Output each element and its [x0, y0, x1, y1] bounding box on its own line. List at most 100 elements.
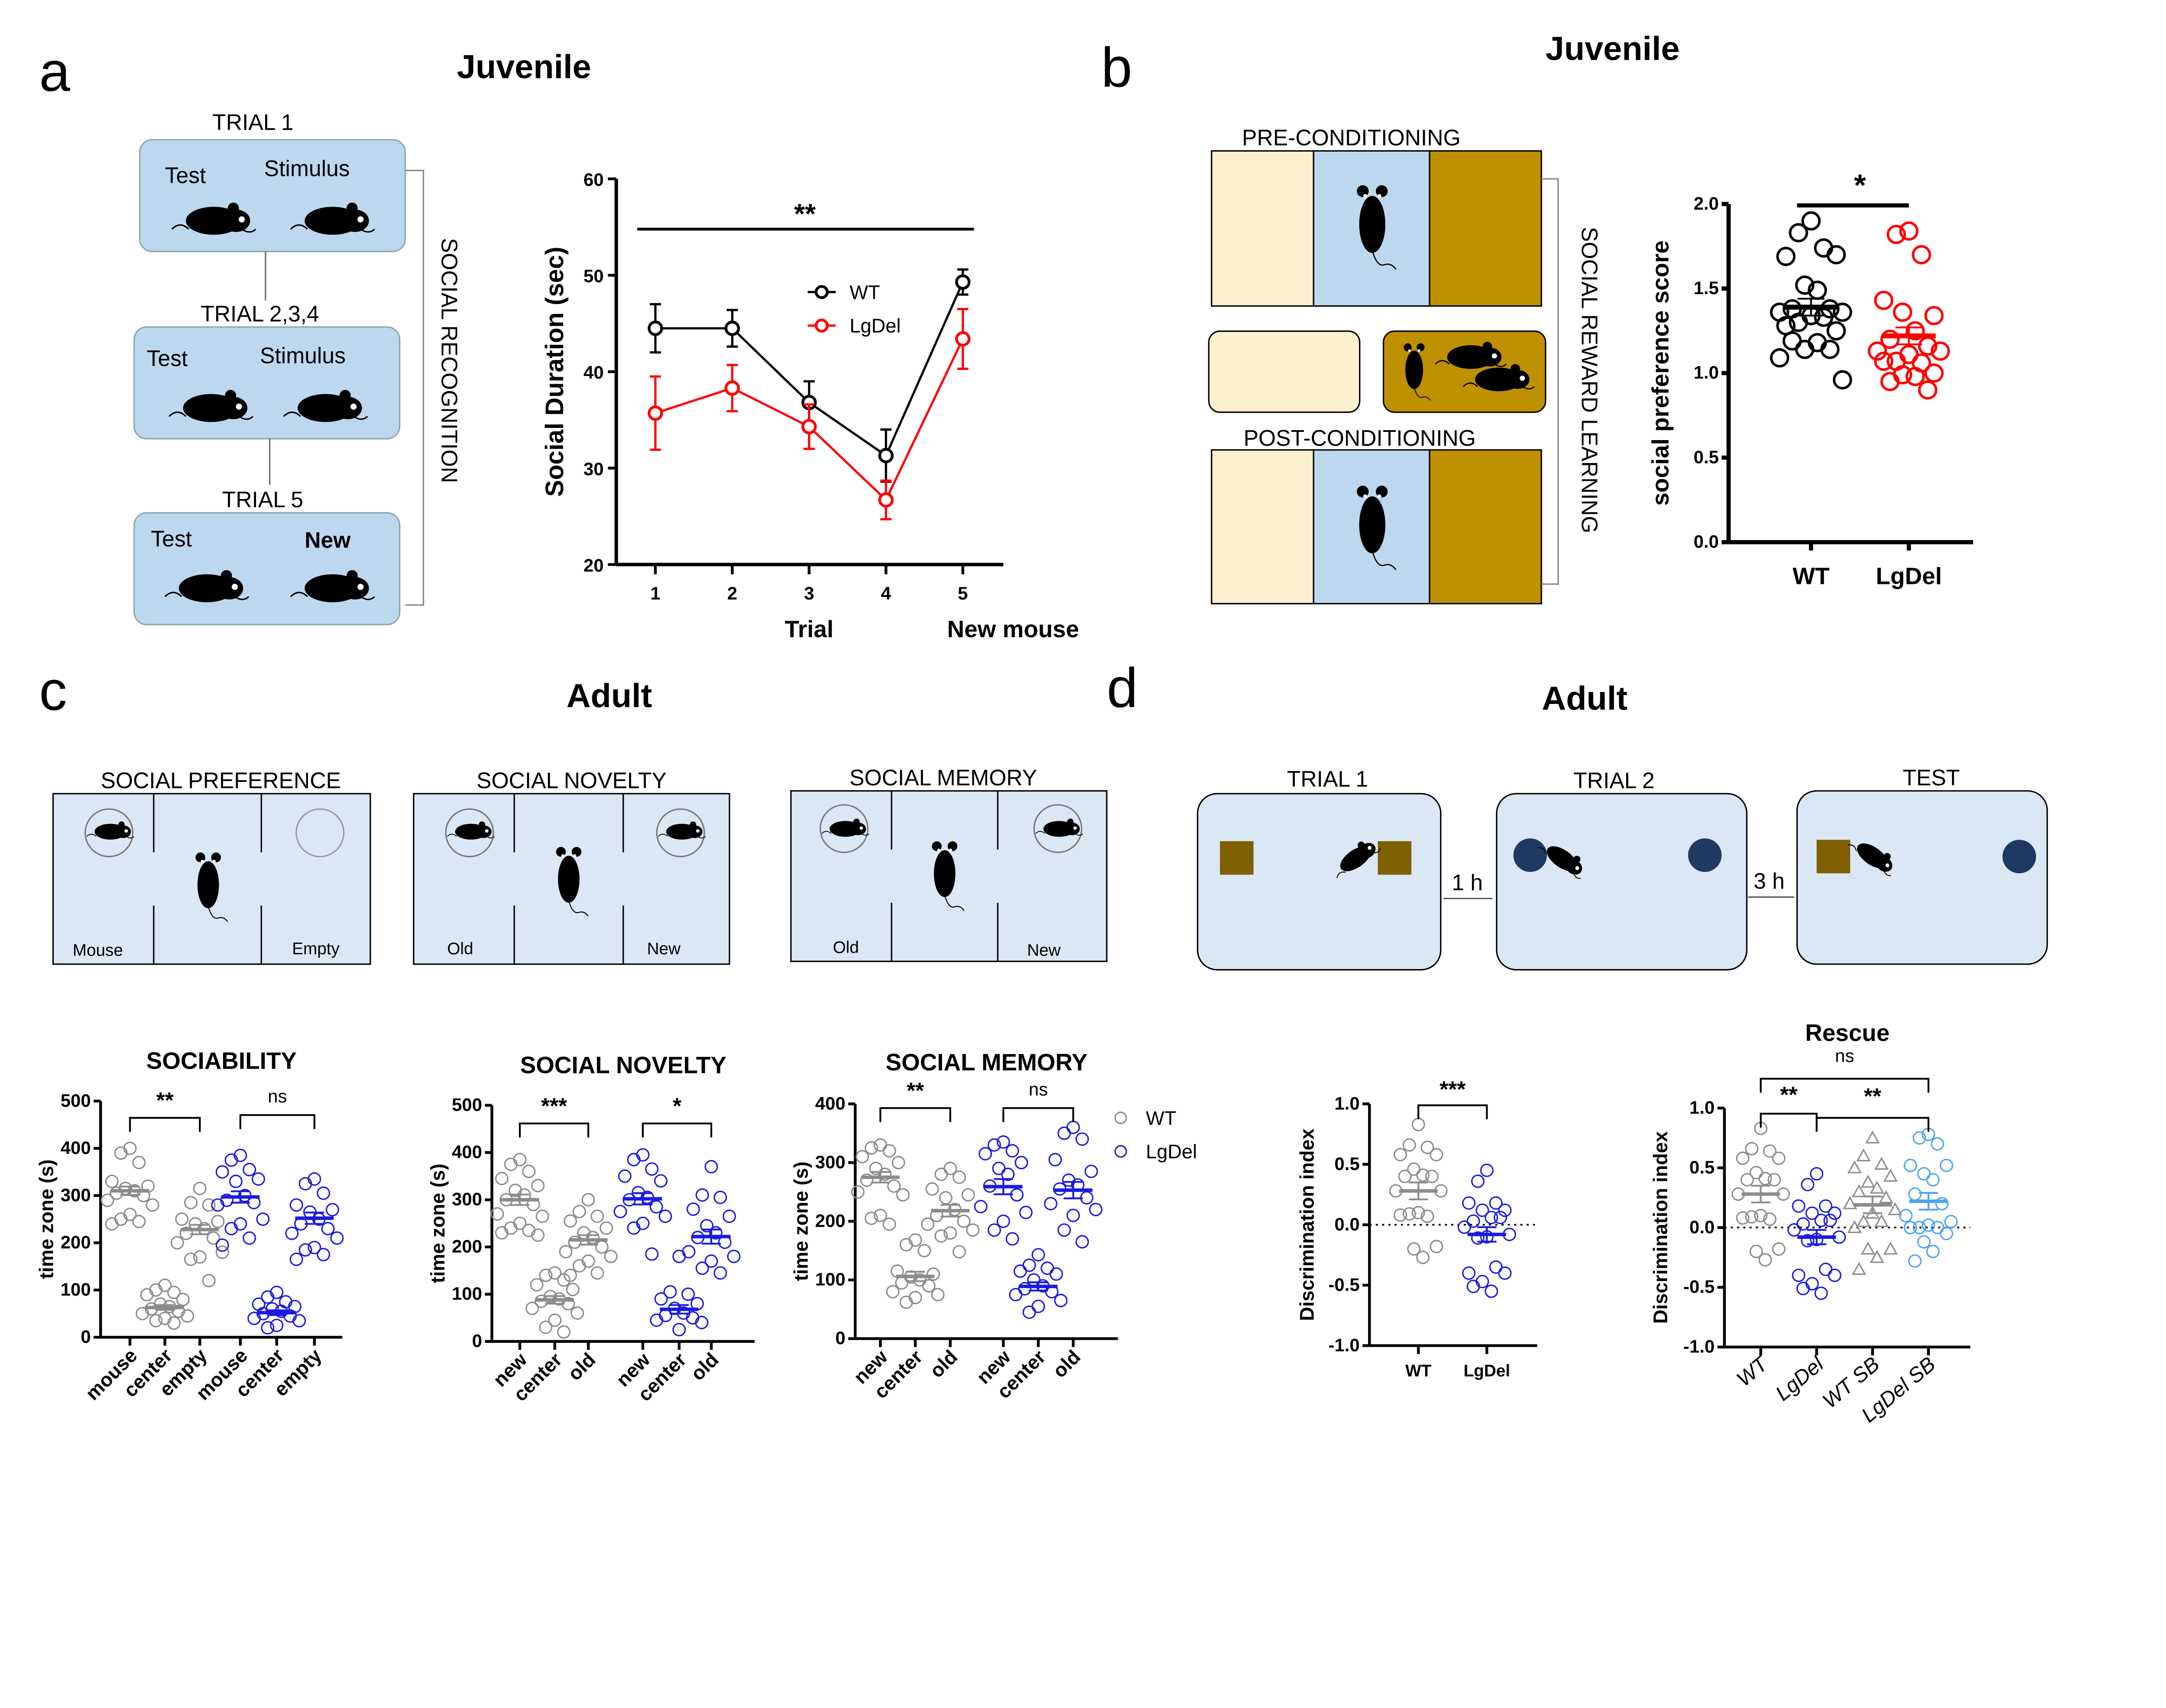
y-axis-title: Social Duration (sec) [541, 246, 569, 496]
data-point [1930, 1137, 1944, 1151]
data-point [1912, 245, 1931, 265]
data-point [1498, 1266, 1512, 1280]
data-point-WT [878, 447, 894, 463]
data-point [1776, 246, 1796, 266]
data-point [882, 1144, 896, 1158]
data-point [695, 1261, 709, 1275]
data-point [1926, 1173, 1940, 1187]
data-point [1031, 1300, 1045, 1313]
y-tick-label: 500 [452, 1095, 482, 1115]
data-point [1015, 1156, 1028, 1170]
data-point [1917, 1235, 1931, 1249]
data-point [992, 1161, 1006, 1175]
y-tick-label: 100 [815, 1269, 846, 1290]
data-point [1009, 1288, 1023, 1302]
legend-label: WT [850, 281, 880, 303]
bracket [1541, 178, 1559, 585]
significance-bracket [519, 1122, 590, 1138]
y-tick-label: -1.0 [1328, 1335, 1359, 1355]
significance-bracket [879, 1107, 951, 1122]
data-point [289, 1252, 303, 1266]
y-tick-label: 400 [815, 1093, 846, 1113]
data-point [1870, 1250, 1884, 1263]
significance-label: ** [1780, 1082, 1798, 1107]
data-point [563, 1214, 577, 1228]
old-zone-label: Old [833, 938, 859, 957]
data-point [1913, 1131, 1926, 1145]
new-zone-label: New [647, 940, 681, 958]
x-tick-label: 3 [804, 583, 814, 603]
data-point [1832, 370, 1852, 390]
panel-a-title: Juvenile [457, 49, 591, 86]
y-axis-title: time zone (s) [427, 1164, 449, 1283]
data-point [170, 1236, 184, 1250]
data-point [321, 1222, 335, 1235]
x-axis-title: Trial [785, 616, 833, 642]
data-point [114, 1146, 128, 1160]
data-point [559, 1245, 573, 1259]
social-memory-chart: 0 100 200 300 400 time zone (s) SOCIAL MEMORY n… [790, 1049, 1197, 1403]
data-point [548, 1266, 562, 1280]
data-point [1819, 1262, 1832, 1276]
data-point [571, 1306, 584, 1320]
y-tick-label: -0.5 [1683, 1277, 1715, 1297]
cup-old-mouse [445, 808, 494, 858]
x-tick-label: WT [1405, 1361, 1432, 1380]
data-point [1018, 1282, 1032, 1296]
data-point [1874, 1214, 1889, 1227]
y-tick-label: 30 [584, 459, 604, 479]
data-point [1847, 1220, 1862, 1233]
significance-bracket [1417, 1104, 1488, 1119]
y-tick-label: 400 [452, 1142, 482, 1162]
significance-label: ns [268, 1086, 287, 1106]
sem-error-bar [633, 1192, 653, 1206]
data-point-LgDel [724, 380, 740, 396]
data-point [1899, 221, 1919, 241]
data-point [1814, 1213, 1828, 1227]
significance-label: * [1854, 169, 1866, 203]
data-point [325, 1203, 339, 1217]
sem-error-bar [1751, 1185, 1770, 1204]
data-point [1736, 1151, 1750, 1165]
y-tick-label: 1.0 [1689, 1097, 1715, 1118]
y-axis-title: social preference score [1647, 240, 1674, 506]
data-point [1903, 1221, 1917, 1235]
data-point [1754, 1209, 1767, 1222]
data-point [1075, 1235, 1089, 1249]
data-point [590, 1209, 604, 1223]
data-point [1466, 1214, 1480, 1228]
social-recognition-diagram: TRIAL 1 Test Stimulus TRIAL 2,3,4 Test S… [133, 110, 462, 626]
data-point [522, 1224, 536, 1238]
sem-error-bar [305, 1212, 324, 1225]
rescue-discrimination-chart: -1.0 -0.5 0.0 0.5 1.0 Discrimination index Res… [1649, 1019, 1971, 1427]
social-novelty-chart: 0 100 200 300 400 500 time zone (s) SOCIAL NOVE… [427, 1051, 755, 1406]
data-point [270, 1286, 284, 1299]
data-point [896, 1188, 910, 1202]
data-point [1792, 1268, 1806, 1282]
data-point [530, 1278, 544, 1292]
cup-old-mouse [819, 804, 869, 853]
sem-error-bar [1863, 1196, 1882, 1214]
data-point [1022, 1305, 1036, 1319]
y-axis-title: Discrimination index [1296, 1128, 1318, 1321]
chart-title: SOCIABILITY [146, 1047, 297, 1074]
data-point [682, 1245, 696, 1259]
data-point [495, 1226, 509, 1240]
sem-error-bar [1797, 298, 1825, 317]
data-point [1057, 1126, 1071, 1140]
data-point [1749, 1245, 1763, 1258]
data-point [1887, 1202, 1903, 1215]
data-point-WT [648, 321, 663, 336]
significance-label: * [673, 1093, 682, 1118]
significance-label: ns [1029, 1079, 1048, 1099]
data-point [1066, 1209, 1080, 1222]
data-point [1856, 1148, 1871, 1162]
x-tick-label: old [564, 1348, 600, 1385]
data-point [1430, 1148, 1443, 1162]
data-point [645, 1162, 659, 1176]
data-point [1005, 1144, 1019, 1158]
data-point [704, 1160, 718, 1173]
x-tick-label: 5 [958, 583, 968, 603]
data-point [1782, 331, 1802, 351]
data-point [1819, 1199, 1832, 1213]
